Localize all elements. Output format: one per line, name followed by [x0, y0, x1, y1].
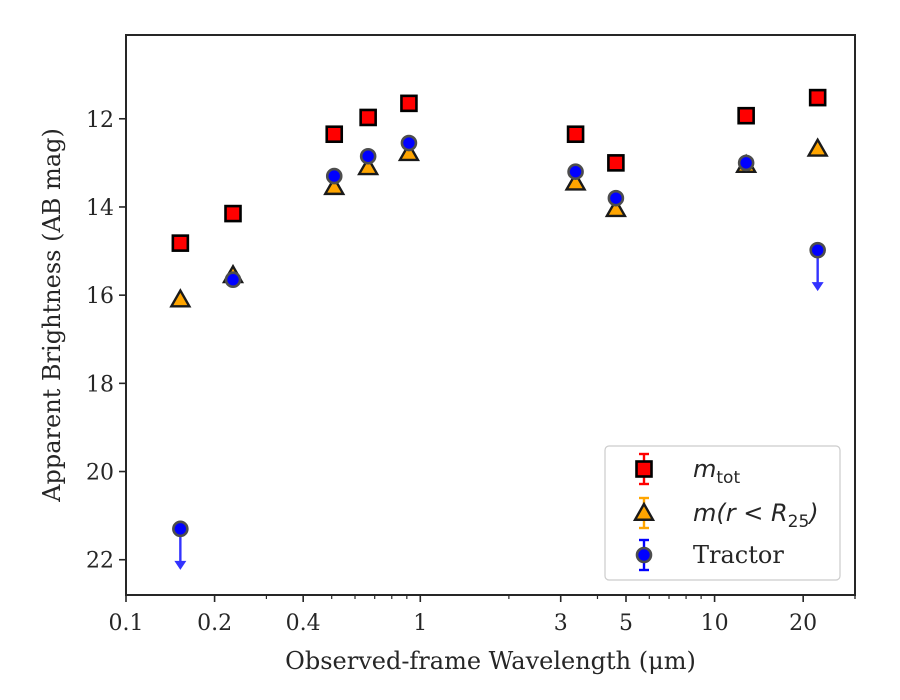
legend: mtot m(r < R25) Tractor	[604, 445, 841, 581]
x-tick-label: 0.1	[109, 611, 144, 636]
y-axis: 12 14 16 18 20 22	[86, 108, 126, 574]
x-axis: 0.1 0.2 0.4 1 3 5 10 20	[109, 595, 856, 636]
y-tick-label: 20	[86, 461, 114, 486]
legend-marker-square	[635, 460, 653, 478]
data-point-circle	[567, 163, 584, 180]
data-point-triangle	[806, 137, 829, 157]
series-layer	[169, 88, 829, 570]
y-tick-label: 16	[86, 284, 114, 309]
data-point-triangle	[397, 141, 421, 162]
legend-marker-circle	[635, 546, 653, 564]
legend-marker-triangle	[632, 501, 656, 521]
y-tick-label: 12	[86, 108, 114, 133]
data-point-circle	[607, 189, 625, 207]
data-point-square	[359, 108, 377, 127]
plot-frame	[125, 34, 856, 596]
data-point-square	[607, 154, 625, 172]
x-tick-label: 0.4	[286, 611, 321, 636]
x-tick-label: 20	[789, 611, 817, 636]
data-point-square	[566, 125, 585, 144]
legend-label: mtot	[693, 455, 740, 488]
plot-area	[125, 34, 856, 596]
data-point-circle	[325, 167, 343, 185]
x-tick-label: 0.2	[197, 611, 232, 636]
data-point-triangle	[169, 288, 192, 308]
x-tick-label: 1	[413, 611, 427, 636]
upper-limit-arrow-head	[811, 282, 824, 292]
legend-label-subscript: tot	[716, 468, 740, 488]
data-point-circle	[400, 134, 418, 152]
data-point-square	[808, 88, 827, 107]
legend-label-tail: )	[807, 499, 818, 527]
upper-limit-arrow-head	[174, 560, 187, 570]
y-tick-label: 18	[86, 372, 114, 397]
y-tick-label: 14	[86, 196, 114, 221]
legend-label: m(r < R25)	[693, 499, 819, 532]
data-point-circle	[737, 154, 755, 172]
data-point-triangle	[357, 155, 380, 176]
legend-label-subscript: 25	[788, 512, 810, 532]
legend-label: Tractor	[693, 541, 784, 569]
data-point-circle	[359, 147, 377, 165]
data-point-square	[224, 204, 242, 223]
y-axis-label: Apparent Brightness (AB mag)	[38, 128, 66, 503]
data-point-square	[737, 106, 755, 125]
data-point-circle	[809, 241, 826, 259]
legend-box	[604, 445, 841, 581]
data-point-square	[171, 234, 190, 252]
series-circle	[172, 134, 826, 570]
legend-label-main: m	[693, 455, 716, 483]
y-tick-label: 22	[86, 549, 114, 574]
legend-label-main: m(r < R	[693, 499, 788, 527]
data-point-circle	[172, 520, 189, 538]
x-tick-label: 3	[554, 611, 568, 636]
data-point-square	[325, 125, 344, 144]
x-tick-label: 10	[701, 611, 729, 636]
data-point-square	[400, 94, 418, 113]
data-point-triangle	[323, 175, 346, 196]
x-tick-label: 5	[619, 611, 633, 636]
x-axis-label: Observed-frame Wavelength (μm)	[285, 647, 696, 675]
data-point-triangle	[564, 171, 587, 191]
series-square	[171, 88, 827, 252]
data-point-circle	[224, 271, 242, 289]
data-point-triangle	[604, 197, 627, 218]
